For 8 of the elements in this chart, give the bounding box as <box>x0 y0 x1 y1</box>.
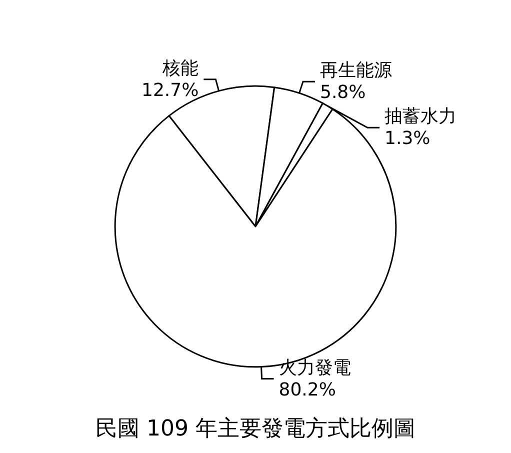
data-label: 1.3% <box>384 128 430 150</box>
slice-label: 核能 <box>162 58 199 79</box>
data-label: 5.8% <box>320 82 366 104</box>
data-label: 12.7% <box>142 80 199 101</box>
slice-label: 再生能源 <box>320 60 392 82</box>
text: 民國 109 年主要發電方式比例圖 <box>96 416 416 442</box>
data-label: 80.2% <box>278 379 336 400</box>
slice-label: 抽蓄水力 <box>384 106 457 128</box>
